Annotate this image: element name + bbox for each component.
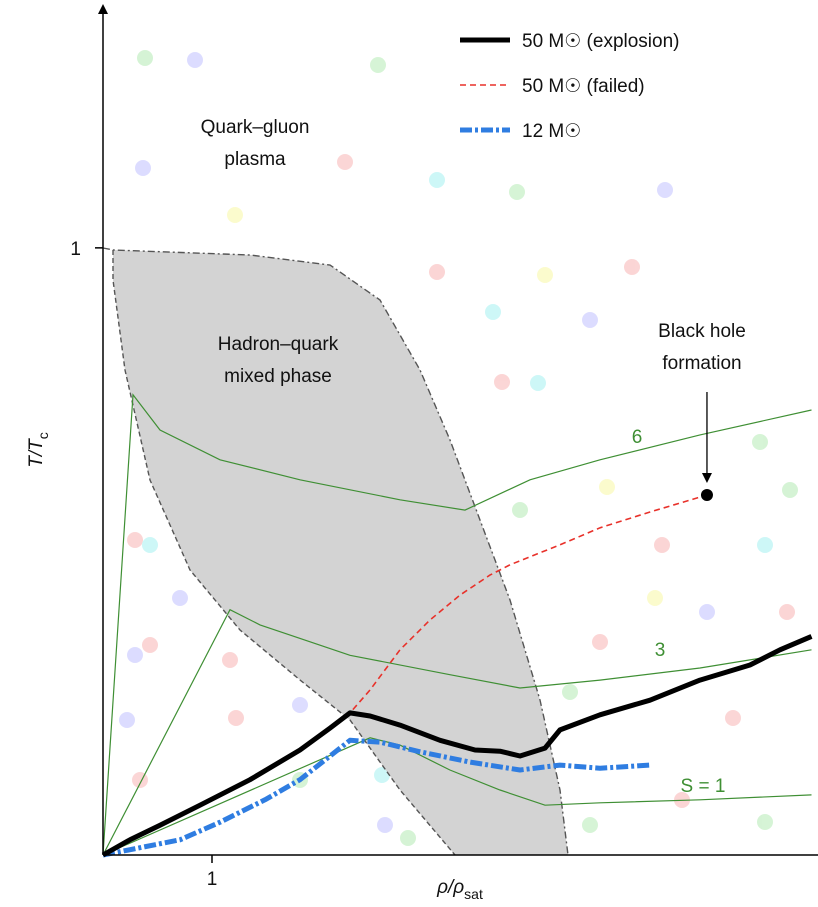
contour-label: 3 bbox=[655, 640, 666, 661]
chart: 6 3 S = 1 Quark–gluon plasma Hadron–quark mixe… bbox=[0, 0, 818, 907]
x-axis-label: ρ/ρsat bbox=[436, 877, 483, 902]
contour-label: 6 bbox=[632, 427, 643, 448]
annotation: formation bbox=[662, 353, 741, 374]
mixed-phase-region bbox=[113, 250, 568, 855]
page: 6 3 S = 1 Quark–gluon plasma Hadron–quark mixe… bbox=[0, 0, 818, 907]
annotation: plasma bbox=[224, 149, 286, 170]
y-label-main: T/T bbox=[26, 438, 47, 468]
y-tick-label: 1 bbox=[70, 239, 81, 260]
contour-label: S = 1 bbox=[681, 776, 726, 797]
x-label-main: ρ/ρ bbox=[436, 877, 464, 898]
legend-label: 12 M☉ bbox=[522, 121, 581, 142]
legend-label: 50 M☉ (failed) bbox=[522, 76, 645, 97]
annotation: mixed phase bbox=[224, 366, 332, 387]
series-line bbox=[103, 740, 650, 855]
x-tick-label: 1 bbox=[207, 869, 218, 890]
x-label-sub: sat bbox=[464, 886, 483, 902]
black-hole-point bbox=[701, 489, 713, 501]
annotation: Hadron–quark bbox=[218, 334, 339, 355]
annotation: Quark–gluon bbox=[201, 117, 310, 138]
legend-label: 50 M☉ (explosion) bbox=[522, 31, 679, 52]
y-axis-label: T/Tc bbox=[26, 432, 51, 468]
annotation-arrowhead bbox=[702, 473, 712, 483]
annotation: Black hole bbox=[658, 321, 746, 342]
y-label-sub: c bbox=[35, 432, 51, 439]
